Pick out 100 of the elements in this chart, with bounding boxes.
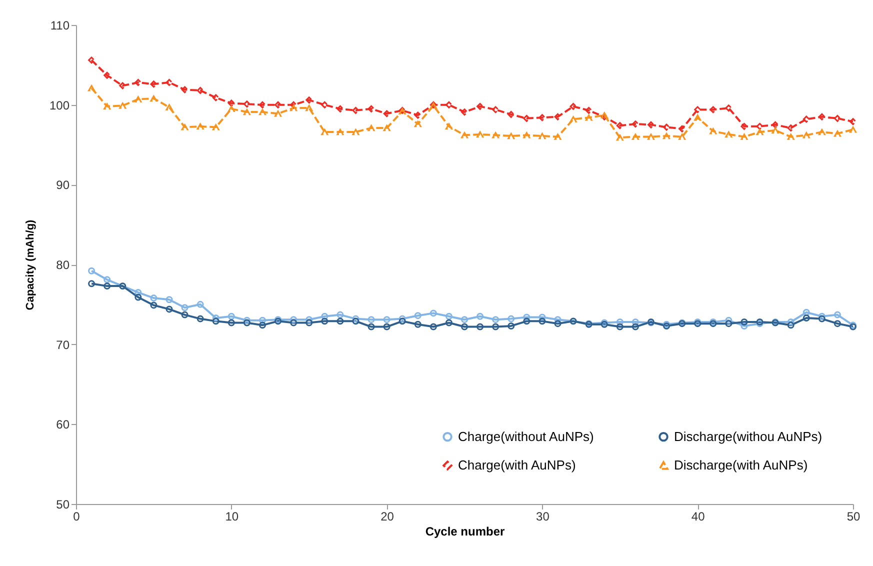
point xyxy=(336,318,344,325)
x-tick-label: 40 xyxy=(691,510,706,524)
point xyxy=(212,318,220,325)
point xyxy=(181,86,188,94)
point xyxy=(632,120,639,128)
x-axis-title: Cycle number xyxy=(425,524,506,538)
point xyxy=(119,102,126,109)
point xyxy=(321,101,328,108)
y-tick-label: 110 xyxy=(50,18,70,32)
point xyxy=(290,104,298,112)
point xyxy=(663,132,670,140)
point xyxy=(787,318,794,326)
point xyxy=(585,114,592,121)
point xyxy=(306,319,313,326)
point xyxy=(352,318,360,325)
point xyxy=(725,320,732,328)
point xyxy=(616,122,624,130)
point xyxy=(492,106,500,114)
point xyxy=(740,122,748,130)
point xyxy=(476,312,484,320)
point xyxy=(88,56,96,64)
point xyxy=(243,108,250,116)
point xyxy=(383,323,390,330)
point xyxy=(414,120,422,128)
point xyxy=(476,102,484,110)
point xyxy=(150,302,158,309)
point xyxy=(181,124,188,130)
point xyxy=(834,114,841,122)
point xyxy=(647,134,654,140)
point xyxy=(134,96,142,102)
point xyxy=(508,322,515,330)
point xyxy=(258,322,266,329)
point xyxy=(523,132,530,138)
point xyxy=(570,116,577,122)
y-tick-label: 60 xyxy=(56,418,70,432)
point xyxy=(166,78,173,86)
point xyxy=(228,312,235,320)
point xyxy=(725,104,732,112)
point xyxy=(538,114,546,122)
point xyxy=(196,86,204,94)
point xyxy=(445,319,452,326)
point xyxy=(802,116,810,123)
point xyxy=(492,132,500,138)
y-tick-label: 80 xyxy=(56,258,70,272)
point xyxy=(740,318,748,326)
point xyxy=(414,112,422,119)
point xyxy=(228,106,235,112)
point xyxy=(336,105,344,112)
point xyxy=(632,134,639,140)
point xyxy=(834,130,841,137)
point xyxy=(243,319,250,326)
point xyxy=(212,314,220,322)
point xyxy=(368,105,375,112)
point xyxy=(461,323,468,330)
legend-label: Discharge(withou AuNPs) xyxy=(674,428,822,444)
point xyxy=(834,320,841,328)
point xyxy=(492,316,500,324)
point xyxy=(166,306,173,313)
point xyxy=(430,310,437,317)
point xyxy=(523,318,530,325)
point xyxy=(336,311,344,318)
point xyxy=(710,128,717,134)
point xyxy=(445,312,452,320)
point xyxy=(508,132,515,140)
point xyxy=(290,316,298,324)
point xyxy=(600,112,608,118)
point xyxy=(850,118,856,126)
y-axis-title: Capacity (mAh/g) xyxy=(24,219,36,310)
point xyxy=(538,132,546,140)
point xyxy=(134,294,142,301)
point xyxy=(104,103,111,110)
point xyxy=(787,322,794,329)
x-tick-label: 10 xyxy=(225,510,239,524)
point xyxy=(802,308,810,316)
point xyxy=(306,96,313,104)
point xyxy=(802,132,810,138)
point xyxy=(321,312,328,320)
point xyxy=(523,114,530,122)
point xyxy=(476,131,484,138)
point xyxy=(554,113,562,120)
point xyxy=(398,318,406,325)
legend-label: Discharge(with AuNPs) xyxy=(674,458,808,472)
point xyxy=(258,108,266,116)
point xyxy=(772,121,779,128)
x-tick-label: 0 xyxy=(73,510,80,524)
point xyxy=(461,132,468,138)
point xyxy=(616,323,624,330)
point xyxy=(383,110,390,118)
point xyxy=(802,314,810,322)
point xyxy=(352,315,360,322)
point xyxy=(508,315,515,322)
point xyxy=(632,318,639,326)
point xyxy=(181,304,188,312)
point xyxy=(430,323,437,330)
point xyxy=(274,110,282,117)
point xyxy=(554,316,562,324)
y-tick-label: 100 xyxy=(49,98,70,112)
point xyxy=(104,72,111,79)
point xyxy=(570,102,577,110)
point xyxy=(508,110,515,118)
